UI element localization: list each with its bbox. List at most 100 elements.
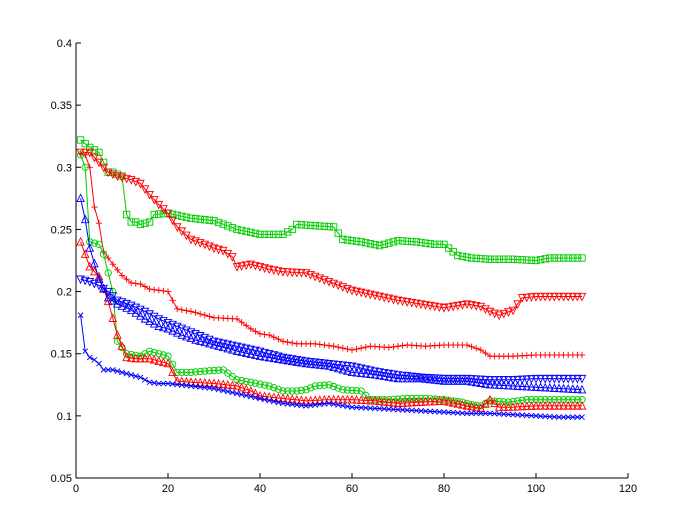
data-point — [306, 384, 315, 392]
data-point — [155, 210, 163, 218]
data-point — [540, 382, 550, 392]
data-point — [141, 219, 149, 227]
data-point — [444, 396, 453, 406]
data-point — [352, 367, 361, 377]
data-point — [264, 265, 274, 275]
data-point — [463, 341, 471, 349]
data-point — [536, 256, 545, 264]
data-point — [275, 336, 282, 343]
data-point — [499, 402, 509, 411]
data-point — [464, 410, 470, 417]
data-point — [224, 222, 232, 230]
data-point — [122, 352, 131, 362]
data-point — [142, 376, 148, 383]
data-point — [430, 302, 440, 312]
data-point — [329, 394, 338, 404]
data-point — [416, 300, 426, 310]
data-point — [508, 381, 518, 390]
data-point — [232, 381, 242, 390]
data-point — [490, 376, 499, 385]
data-point — [154, 200, 164, 210]
data-point — [136, 353, 145, 363]
data-point — [270, 398, 277, 405]
data-point — [252, 394, 259, 401]
data-point — [329, 360, 338, 370]
data-point — [218, 342, 228, 352]
y-tick-label: 0.3 — [57, 162, 72, 174]
data-point — [578, 254, 586, 262]
data-point — [297, 356, 306, 366]
data-point — [389, 372, 398, 382]
data-point — [384, 369, 394, 379]
data-point — [95, 148, 103, 157]
data-point — [136, 311, 145, 320]
data-point — [196, 215, 204, 223]
data-point — [105, 254, 112, 262]
data-point — [95, 240, 103, 248]
data-point — [531, 400, 541, 410]
data-point — [402, 298, 412, 307]
data-point — [274, 385, 283, 393]
data-point — [196, 367, 204, 376]
data-point — [481, 379, 490, 388]
data-point — [471, 302, 481, 311]
data-point — [315, 360, 325, 369]
data-point — [462, 376, 472, 385]
data-point — [385, 239, 393, 247]
data-point — [279, 338, 287, 345]
data-point — [390, 343, 397, 351]
data-point — [218, 246, 228, 256]
data-point — [490, 255, 499, 263]
x-tick-label: 40 — [254, 483, 266, 495]
data-point — [329, 223, 338, 231]
data-point — [302, 386, 310, 394]
data-point — [394, 343, 402, 350]
data-point — [209, 378, 219, 388]
data-point — [325, 342, 333, 349]
data-point — [103, 287, 113, 297]
data-point — [86, 354, 93, 361]
data-point — [302, 221, 310, 229]
data-point — [132, 218, 140, 226]
data-point — [168, 216, 177, 226]
data-point — [195, 336, 205, 345]
data-point — [402, 397, 412, 407]
data-point — [146, 285, 153, 293]
data-point — [311, 382, 319, 390]
data-point — [556, 414, 562, 420]
data-point — [252, 328, 259, 335]
data-point — [407, 397, 417, 407]
data-point — [81, 140, 89, 148]
data-point — [476, 378, 486, 387]
data-point — [349, 404, 355, 411]
data-point — [444, 376, 453, 385]
data-point — [550, 254, 559, 262]
data-point — [247, 228, 255, 237]
data-point — [343, 361, 352, 371]
data-point — [385, 406, 392, 413]
data-point — [310, 359, 320, 369]
data-point — [140, 185, 150, 195]
data-point — [522, 293, 532, 303]
data-point — [325, 222, 333, 231]
data-point — [385, 344, 392, 351]
data-point — [505, 411, 512, 418]
data-point — [462, 300, 472, 310]
data-point — [315, 359, 325, 368]
data-point — [555, 254, 563, 262]
data-point — [312, 402, 319, 408]
data-point — [394, 236, 402, 245]
data-point — [312, 340, 319, 347]
data-point — [256, 330, 264, 338]
data-point — [380, 240, 388, 248]
data-point — [390, 406, 397, 413]
data-point — [255, 390, 265, 400]
data-point — [533, 412, 539, 419]
data-point — [145, 353, 154, 363]
data-point — [96, 360, 102, 367]
data-point — [163, 358, 173, 368]
data-point — [394, 395, 402, 403]
data-point — [559, 254, 568, 262]
data-point — [243, 322, 250, 329]
data-point — [269, 353, 279, 363]
